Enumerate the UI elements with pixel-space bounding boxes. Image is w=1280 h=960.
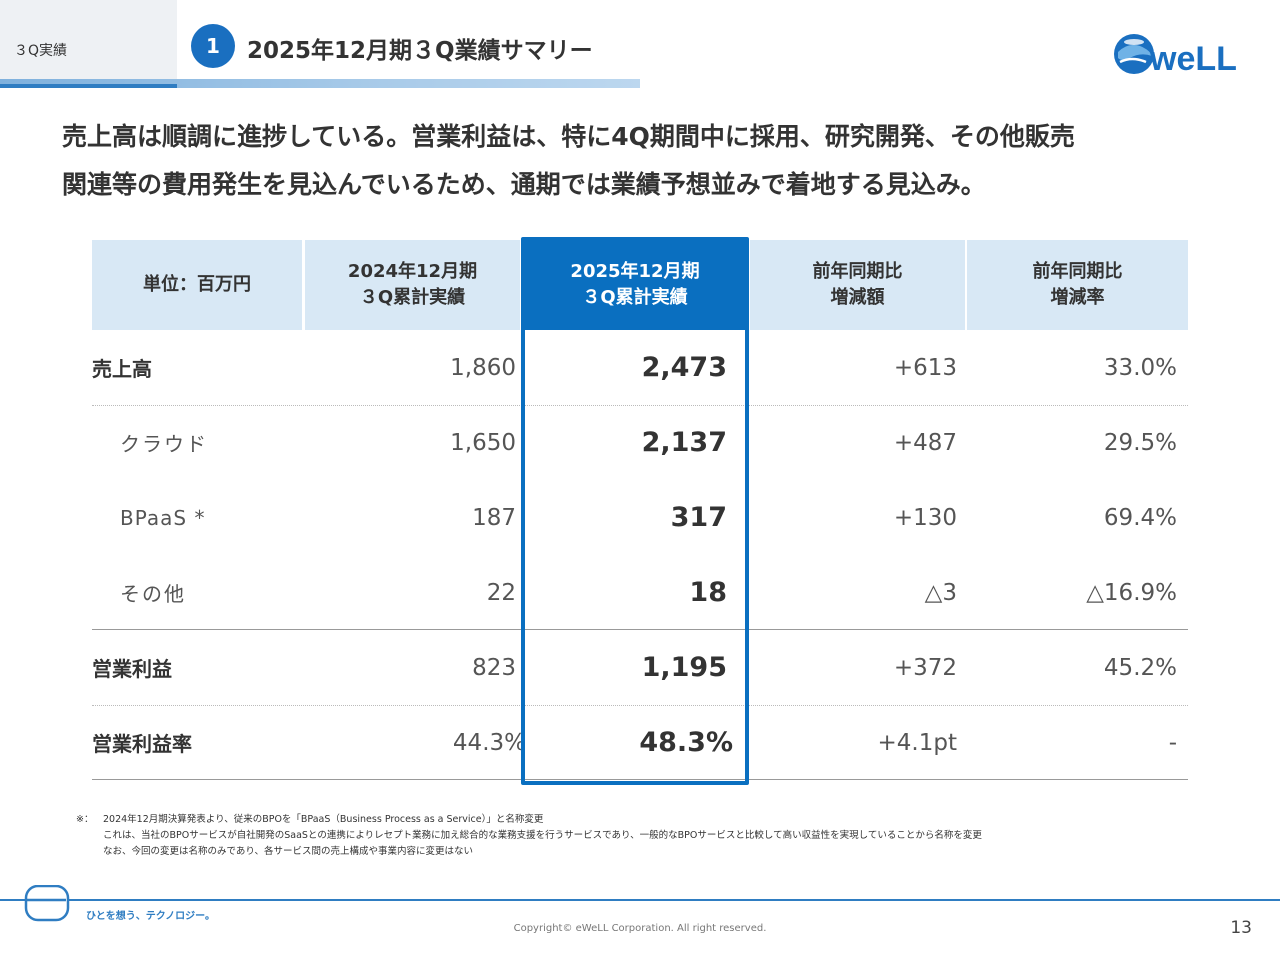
prev-value: 187 (472, 504, 516, 531)
current-value: 48.3% (639, 727, 733, 758)
table-row: クラウド 1,650 2,137 +487 29.5% (92, 405, 1188, 480)
header-rate-line1: 前年同期比 (1032, 261, 1123, 282)
footnote-line-1: 2024年12月期決算発表より、従来のBPOを「BPaaS（Business P… (103, 814, 544, 825)
row-label: クラウド (120, 432, 208, 456)
prev-value: 22 (486, 579, 516, 606)
header-prev-line2: ３Q累計実績 (359, 287, 466, 308)
prev-value: 1,860 (450, 354, 516, 381)
yoy-rate: 69.4% (1103, 504, 1177, 531)
company-logo: weLL (1114, 34, 1237, 78)
table-bottom-border (92, 779, 1188, 780)
yoy-rate: 29.5% (1103, 429, 1177, 456)
yoy-rate: 45.2% (1103, 654, 1177, 681)
header-curr-line1: 2025年12月期 (570, 261, 700, 282)
lead-line-1: 売上高は順調に進捗している。営業利益は、特に4Q期間中に採用、研究開発、その他販… (62, 122, 1075, 151)
table-row: その他 22 18 △3 △16.9% (92, 555, 1188, 630)
table-row: 売上高 1,860 2,473 +613 33.0% (92, 330, 1188, 405)
header-yoy-amount: 前年同期比 増減額 (750, 240, 965, 330)
yoy-amount: +487 (893, 429, 957, 456)
prev-value: 44.3% (452, 729, 526, 756)
yoy-amount: +613 (893, 354, 957, 381)
title-underline (0, 79, 640, 88)
table-row: BPaaS * 187 317 +130 69.4% (92, 480, 1188, 555)
footnote-line-2: これは、当社のBPOサービスが自社開発のSaaSとの連携によりレセプト業務に加え… (103, 830, 982, 841)
row-label: 営業利益率 (92, 732, 192, 756)
row-divider (92, 705, 1188, 706)
yoy-amount: +4.1pt (877, 729, 957, 756)
tagline: ひとを想う、テクノロジー。 (86, 911, 215, 922)
yoy-rate: 33.0% (1103, 354, 1177, 381)
logo-text: weLL (1149, 40, 1237, 78)
current-value: 317 (670, 502, 727, 533)
footnote: ※： 2024年12月期決算発表より、従来のBPOを「BPaaS（Busines… (76, 812, 982, 860)
yoy-amount: +130 (893, 504, 957, 531)
row-label: BPaaS * (120, 505, 206, 530)
table-row: 営業利益率 44.3% 48.3% +4.1pt - (92, 705, 1188, 780)
row-label: 営業利益 (92, 657, 172, 681)
prev-value: 823 (472, 654, 516, 681)
header-unit: 単位：百万円 (92, 240, 302, 330)
row-label: 売上高 (92, 357, 152, 381)
copyright: Copyright© eWeLL Corporation. All right … (513, 923, 767, 934)
section-underline (0, 84, 177, 88)
yoy-rate: - (1168, 729, 1177, 756)
section-label: ３Q実績 (14, 43, 68, 59)
header-prev-year: 2024年12月期 ３Q累計実績 (305, 240, 520, 330)
current-year-highlight-frame (521, 237, 749, 785)
header-unit-line1: 単位：百万円 (143, 274, 251, 295)
header-yoy-rate: 前年同期比 増減率 (967, 240, 1188, 330)
page-number: 13 (1230, 918, 1252, 938)
current-value: 2,137 (641, 427, 727, 458)
header-curr-line2: ３Q累計実績 (582, 287, 688, 308)
section-tab (0, 0, 177, 88)
footer-logo-mark (24, 885, 70, 922)
section-number-badge: 1 (191, 24, 235, 68)
header-current-year: 2025年12月期 ３Q累計実績 (521, 240, 749, 330)
section-divider (92, 629, 1188, 630)
header-rate-line2: 増減率 (1050, 287, 1105, 308)
footer-line (0, 899, 1280, 901)
row-label: その他 (120, 582, 186, 606)
footnote-line-3: なお、今回の変更は名称のみであり、各サービス間の売上構成や事業内容に変更はない (103, 846, 474, 857)
row-divider (92, 405, 1188, 406)
current-value: 2,473 (641, 352, 727, 383)
prev-value: 1,650 (450, 429, 516, 456)
current-value: 1,195 (641, 652, 727, 683)
header-diff-line2: 増減額 (830, 287, 885, 308)
lead-statement: 売上高は順調に進捗している。営業利益は、特に4Q期間中に採用、研究開発、その他販… (62, 113, 1242, 209)
lead-line-2: 関連等の費用発生を見込んでいるため、通期では業績予想並みで着地する見込み。 (62, 170, 986, 199)
current-value: 18 (689, 577, 727, 608)
yoy-amount: +372 (893, 654, 957, 681)
table-row: 営業利益 823 1,195 +372 45.2% (92, 630, 1188, 705)
yoy-amount: △3 (924, 579, 957, 606)
footnote-mark: ※： (76, 814, 94, 825)
slide-title: 2025年12月期３Q業績サマリー (247, 38, 593, 64)
yoy-rate: △16.9% (1086, 579, 1177, 606)
header-diff-line1: 前年同期比 (812, 261, 903, 282)
header-prev-line1: 2024年12月期 (347, 261, 478, 282)
